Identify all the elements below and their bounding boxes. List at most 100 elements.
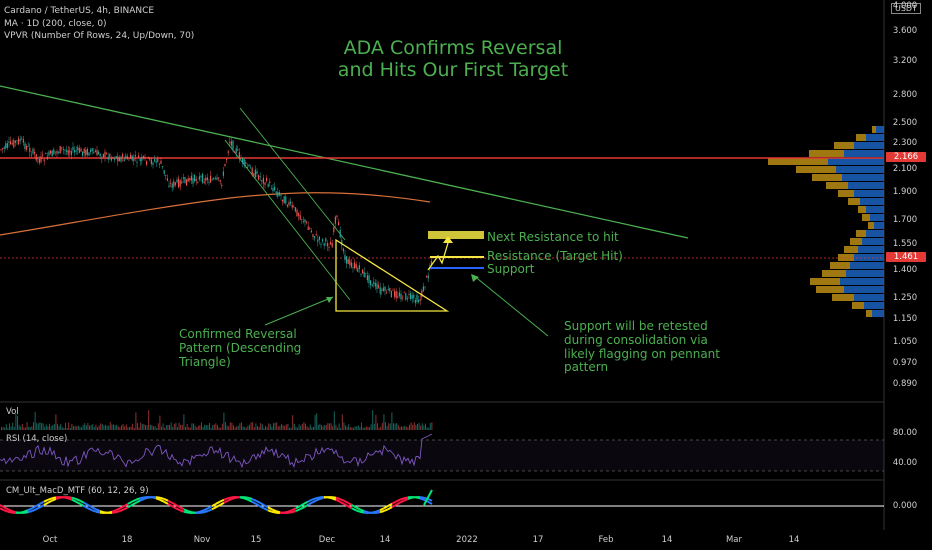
macd-segment <box>119 508 125 512</box>
candle-body <box>171 183 173 188</box>
macd-segment <box>131 501 137 506</box>
macd-segment <box>135 497 141 501</box>
note-line: Support will be retested <box>564 319 708 333</box>
candle-body <box>403 292 405 294</box>
candle-body <box>406 298 408 300</box>
symbol-title[interactable]: Cardano / TetherUS, 4h, BINANCE <box>4 6 155 16</box>
macd-segment <box>215 500 221 505</box>
volume-bar <box>106 425 108 430</box>
macd-segment <box>267 506 273 511</box>
candle-body <box>48 151 50 156</box>
candle-body <box>146 160 148 165</box>
volume-bar <box>303 422 305 430</box>
vpvr-up-bar <box>874 222 884 229</box>
macd-label[interactable]: CM_Ult_MacD_MTF (60, 12, 26, 9) <box>6 486 149 496</box>
volume-bar <box>389 423 391 430</box>
candle-body <box>130 154 132 159</box>
volume-bar <box>405 426 407 430</box>
macd-segment <box>291 510 297 514</box>
candle-body <box>26 146 28 150</box>
reversal-arrow <box>264 296 334 326</box>
price-tick: 2.100 <box>892 164 918 174</box>
candle-body <box>296 209 298 217</box>
candle-body <box>382 287 384 291</box>
macd-segment <box>311 499 317 504</box>
candle-body <box>234 151 236 153</box>
volume-bar <box>293 423 295 430</box>
volume-bar <box>69 427 71 430</box>
candle-body <box>253 173 255 176</box>
macd-segment <box>87 507 93 512</box>
candle-body <box>187 178 189 182</box>
volume-bar <box>370 424 372 430</box>
volume-bar <box>300 425 302 430</box>
macd-segment <box>263 507 269 512</box>
candle-body <box>42 154 44 156</box>
volume-bar <box>407 427 409 430</box>
candle-body <box>386 292 388 294</box>
candle-body <box>216 177 218 180</box>
candle-body <box>219 180 221 182</box>
candle-body <box>274 186 276 191</box>
volume-bar <box>333 411 335 430</box>
volume-label[interactable]: Vol <box>6 407 19 417</box>
volume-bar <box>173 423 175 430</box>
ma-indicator-label[interactable]: MA · 1D (200, close, 0) <box>4 19 107 29</box>
candle-body <box>336 215 338 217</box>
vpvr-up-bar <box>860 198 884 205</box>
volume-bar <box>141 424 143 430</box>
vpvr-indicator-label[interactable]: VPVR (Number Of Rows, 24, Up/Down, 70) <box>4 31 195 41</box>
macd-segment <box>35 502 41 507</box>
volume-bar <box>73 426 74 430</box>
macd-segment <box>183 510 189 514</box>
volume-bar <box>354 426 356 430</box>
candle-body <box>398 292 400 297</box>
note-line: during consolidation via <box>564 332 708 347</box>
volume-bar <box>188 427 190 430</box>
volume-bar <box>4 427 6 430</box>
candle-body <box>58 151 60 153</box>
volume-bar <box>82 424 84 430</box>
candle-body <box>331 243 333 248</box>
price-tick: 1.900 <box>892 187 918 197</box>
volume-bar <box>298 424 300 430</box>
macd-segment <box>355 509 361 513</box>
volume-bar <box>313 426 314 430</box>
candle-body <box>210 175 212 183</box>
candle-body <box>27 145 29 147</box>
volume-bar <box>245 427 247 430</box>
candle-body <box>115 156 117 159</box>
macd-segment <box>399 499 405 504</box>
volume-bar <box>237 425 239 430</box>
volume-bar <box>233 425 234 430</box>
vpvr-up-bar <box>872 310 884 317</box>
candle-body <box>286 204 288 207</box>
candle-body <box>19 139 21 142</box>
volume-bar <box>41 422 42 430</box>
candle-body <box>315 234 317 236</box>
macd-segment <box>131 498 137 503</box>
vpvr-down-bar <box>809 150 844 157</box>
candle-body <box>147 157 149 158</box>
macd-segment <box>243 496 249 499</box>
volume-bar <box>351 427 353 430</box>
macd-segment <box>175 504 181 509</box>
currency-badge[interactable]: USDT <box>891 3 921 14</box>
volume-bar <box>124 426 126 430</box>
volume-bar <box>244 427 246 430</box>
vpvr-down-bar <box>844 246 858 253</box>
candle-body <box>50 150 52 154</box>
candle-body <box>168 185 170 187</box>
macd-segment <box>259 505 265 510</box>
volume-bar <box>2 427 4 430</box>
volume-bar <box>362 427 364 430</box>
candle-body <box>206 177 208 180</box>
candle-body <box>22 139 24 143</box>
candle-body <box>184 177 186 183</box>
candle-body <box>16 140 18 141</box>
volume-bar <box>277 426 279 430</box>
rsi-label[interactable]: RSI (14, close) <box>6 434 68 444</box>
candle-body <box>394 290 396 297</box>
volume-bar <box>383 414 385 430</box>
